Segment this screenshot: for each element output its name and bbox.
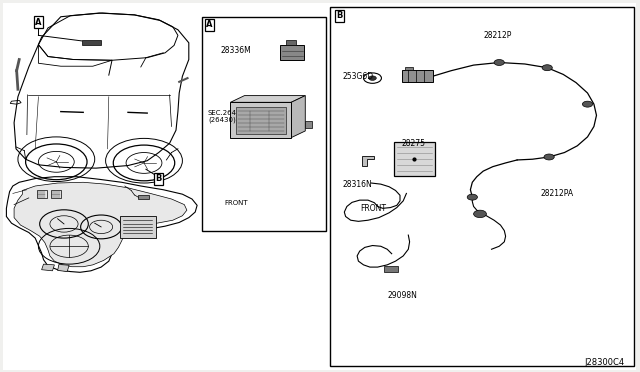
Text: 28316N: 28316N [342,180,372,189]
Polygon shape [230,96,305,102]
Bar [37,190,47,198]
Text: B: B [336,11,342,20]
Circle shape [474,210,486,218]
Polygon shape [291,96,305,138]
Bar [202,17,326,231]
Text: A: A [35,18,42,27]
Polygon shape [362,156,374,166]
Bar [230,102,291,138]
Text: 28336M: 28336M [221,46,252,55]
Polygon shape [42,264,54,271]
Bar [51,190,61,198]
Text: (26430): (26430) [208,117,236,124]
Text: SEC.264: SEC.264 [208,110,237,116]
Bar [82,40,101,45]
Circle shape [364,73,381,83]
Bar [280,45,304,60]
Bar [120,216,156,238]
Polygon shape [58,264,69,272]
Bar [405,67,413,70]
Text: 29098N: 29098N [387,291,417,300]
Text: 253G6D: 253G6D [342,72,374,81]
Text: 28275: 28275 [402,139,426,148]
Circle shape [494,60,504,65]
Bar [236,107,286,134]
Text: J28300C4: J28300C4 [584,358,624,367]
Bar [330,7,634,366]
Bar [384,266,398,272]
Text: 28212P: 28212P [483,31,511,40]
Bar [138,195,149,199]
Circle shape [582,101,593,107]
Bar [402,70,433,82]
Bar [394,142,435,176]
Circle shape [369,76,376,80]
Circle shape [544,154,554,160]
Circle shape [467,194,477,200]
Text: B: B [156,174,162,183]
Text: FRONT: FRONT [224,200,248,206]
Bar [286,40,296,45]
Text: FRONT: FRONT [360,204,387,213]
Text: 28212PA: 28212PA [541,189,574,198]
Bar [305,121,312,128]
Polygon shape [14,182,187,267]
Text: A: A [206,20,212,29]
Circle shape [542,65,552,71]
